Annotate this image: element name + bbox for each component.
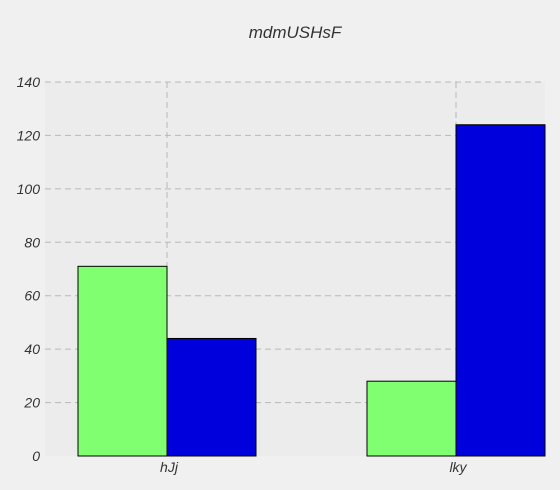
y-tick-label: 0 bbox=[32, 448, 40, 464]
bar bbox=[166, 337, 257, 457]
bar bbox=[455, 124, 546, 457]
y-tick-label: 60 bbox=[24, 288, 40, 304]
bars bbox=[77, 124, 546, 457]
x-tick-label: lky bbox=[449, 459, 467, 475]
y-tick-label: 80 bbox=[24, 234, 40, 250]
chart-title: mdmUSHsF bbox=[249, 23, 343, 42]
x-axis-ticks: hJj lky bbox=[160, 459, 468, 475]
y-tick-label: 20 bbox=[23, 395, 40, 411]
y-tick-label: 40 bbox=[24, 341, 40, 357]
y-tick-label: 120 bbox=[17, 127, 41, 143]
x-tick-label: hJj bbox=[160, 459, 179, 475]
y-tick-label: 140 bbox=[17, 74, 41, 90]
bar bbox=[366, 380, 457, 457]
y-tick-label: 100 bbox=[17, 181, 41, 197]
bar bbox=[77, 265, 168, 457]
y-axis-ticks: 0 20 40 60 80 100 120 140 bbox=[17, 74, 41, 464]
